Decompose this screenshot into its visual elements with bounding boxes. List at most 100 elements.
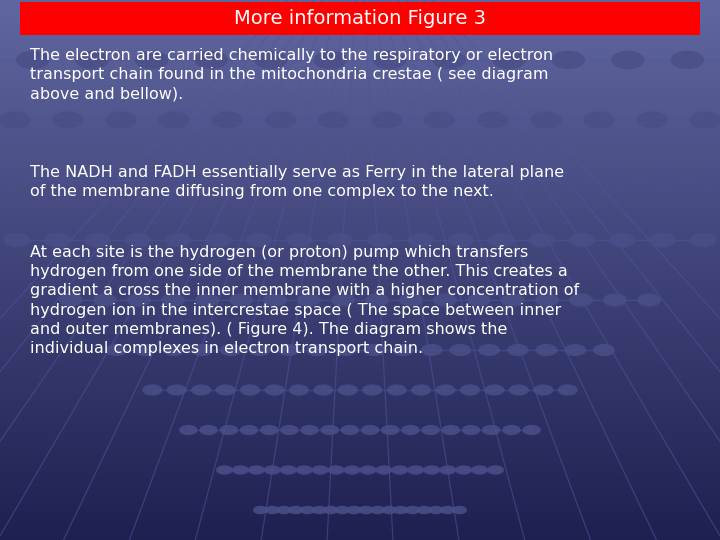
Ellipse shape xyxy=(229,293,253,307)
Ellipse shape xyxy=(253,506,269,514)
Ellipse shape xyxy=(361,425,379,435)
Ellipse shape xyxy=(603,172,631,188)
Ellipse shape xyxy=(44,233,71,247)
Ellipse shape xyxy=(125,233,151,247)
Ellipse shape xyxy=(387,384,407,396)
Ellipse shape xyxy=(603,293,627,307)
Ellipse shape xyxy=(399,293,423,307)
Ellipse shape xyxy=(105,111,137,129)
Ellipse shape xyxy=(89,172,117,188)
Ellipse shape xyxy=(485,384,505,396)
Ellipse shape xyxy=(373,51,407,69)
Ellipse shape xyxy=(158,111,189,129)
Ellipse shape xyxy=(84,233,111,247)
Ellipse shape xyxy=(359,465,377,475)
Ellipse shape xyxy=(392,465,408,475)
Ellipse shape xyxy=(276,506,292,514)
Ellipse shape xyxy=(487,465,504,475)
Ellipse shape xyxy=(277,344,300,356)
Ellipse shape xyxy=(276,172,305,188)
Ellipse shape xyxy=(362,384,382,396)
Ellipse shape xyxy=(636,111,667,129)
Ellipse shape xyxy=(346,506,361,514)
Ellipse shape xyxy=(488,233,515,247)
Ellipse shape xyxy=(502,425,521,435)
Ellipse shape xyxy=(331,293,355,307)
Ellipse shape xyxy=(462,425,480,435)
Ellipse shape xyxy=(564,344,586,356)
Ellipse shape xyxy=(246,233,272,247)
Ellipse shape xyxy=(297,293,321,307)
Ellipse shape xyxy=(288,506,303,514)
Ellipse shape xyxy=(232,465,249,475)
Ellipse shape xyxy=(370,506,385,514)
Bar xyxy=(20,2,700,35)
Ellipse shape xyxy=(381,425,400,435)
Ellipse shape xyxy=(163,344,184,356)
Ellipse shape xyxy=(375,465,392,475)
Ellipse shape xyxy=(289,384,309,396)
Ellipse shape xyxy=(690,111,720,129)
Ellipse shape xyxy=(451,506,467,514)
Ellipse shape xyxy=(433,293,457,307)
Ellipse shape xyxy=(690,233,716,247)
Text: The NADH and FADH essentially serve as Ferry in the lateral plane
of the membran: The NADH and FADH essentially serve as F… xyxy=(30,165,564,199)
Ellipse shape xyxy=(135,51,168,69)
Ellipse shape xyxy=(0,111,30,129)
Ellipse shape xyxy=(341,425,359,435)
Ellipse shape xyxy=(382,506,397,514)
Ellipse shape xyxy=(492,51,526,69)
Text: More information Figure 3: More information Figure 3 xyxy=(234,9,486,28)
Ellipse shape xyxy=(296,465,312,475)
Ellipse shape xyxy=(528,233,555,247)
Ellipse shape xyxy=(229,172,258,188)
Ellipse shape xyxy=(535,293,559,307)
Ellipse shape xyxy=(260,425,279,435)
Ellipse shape xyxy=(335,344,356,356)
Ellipse shape xyxy=(76,51,109,69)
Ellipse shape xyxy=(220,344,242,356)
Ellipse shape xyxy=(611,51,644,69)
Ellipse shape xyxy=(369,172,397,188)
Ellipse shape xyxy=(424,111,455,129)
Ellipse shape xyxy=(323,506,338,514)
Ellipse shape xyxy=(359,506,374,514)
Ellipse shape xyxy=(264,384,284,396)
Ellipse shape xyxy=(343,465,361,475)
Ellipse shape xyxy=(509,384,529,396)
Ellipse shape xyxy=(367,233,393,247)
Ellipse shape xyxy=(441,425,460,435)
Ellipse shape xyxy=(220,425,238,435)
Ellipse shape xyxy=(609,233,636,247)
Ellipse shape xyxy=(142,384,162,396)
Ellipse shape xyxy=(300,425,319,435)
Ellipse shape xyxy=(240,425,258,435)
Ellipse shape xyxy=(205,233,232,247)
Ellipse shape xyxy=(215,384,235,396)
Ellipse shape xyxy=(254,51,287,69)
Ellipse shape xyxy=(105,344,127,356)
Ellipse shape xyxy=(436,384,456,396)
Ellipse shape xyxy=(477,111,508,129)
Ellipse shape xyxy=(166,384,186,396)
Ellipse shape xyxy=(393,506,408,514)
Ellipse shape xyxy=(471,465,488,475)
Ellipse shape xyxy=(552,51,585,69)
Ellipse shape xyxy=(194,51,228,69)
Ellipse shape xyxy=(318,111,349,129)
Ellipse shape xyxy=(265,506,280,514)
Ellipse shape xyxy=(482,425,500,435)
Ellipse shape xyxy=(448,233,474,247)
Ellipse shape xyxy=(0,172,24,188)
Ellipse shape xyxy=(182,172,211,188)
Ellipse shape xyxy=(478,344,500,356)
Ellipse shape xyxy=(670,51,704,69)
Ellipse shape xyxy=(312,465,328,475)
Ellipse shape xyxy=(408,465,424,475)
Ellipse shape xyxy=(423,465,440,475)
Ellipse shape xyxy=(4,233,30,247)
Ellipse shape xyxy=(507,344,528,356)
Ellipse shape xyxy=(287,233,312,247)
Ellipse shape xyxy=(127,293,151,307)
Ellipse shape xyxy=(306,344,328,356)
